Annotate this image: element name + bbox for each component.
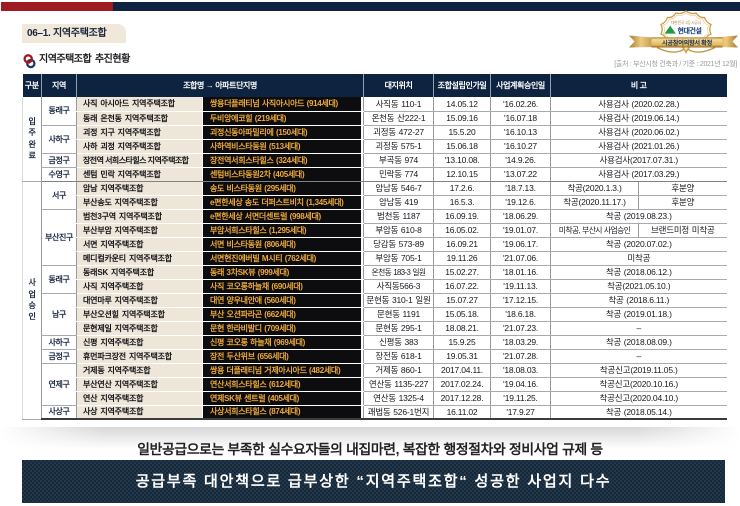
svg-text:현대건설: 현대건설 bbox=[678, 26, 702, 35]
svg-text:대한민국 1등 시공사: 대한민국 1등 시공사 bbox=[671, 20, 702, 25]
svg-text:시공참여의향서 확정: 시공참여의향서 확정 bbox=[662, 39, 713, 47]
